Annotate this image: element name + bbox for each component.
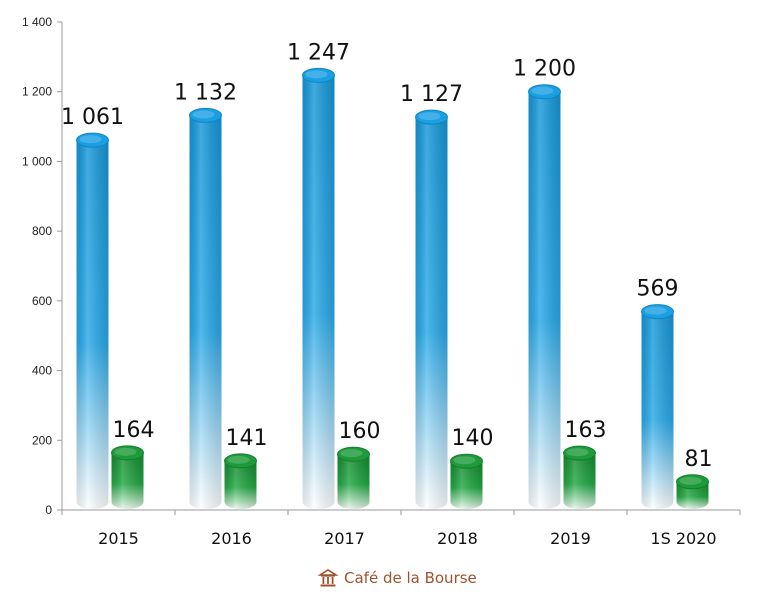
y-tick-label: 800 (32, 224, 52, 238)
x-tick-label: 2019 (550, 529, 591, 548)
bar-top-highlight (114, 447, 137, 456)
y-tick-label: 1 200 (22, 85, 52, 99)
x-tick-label: 2018 (437, 529, 478, 548)
bar-shade (415, 117, 448, 509)
bar-series-1 (76, 132, 109, 509)
y-tick-label: 1 000 (22, 154, 52, 168)
bar-shade (450, 461, 483, 509)
bourse-building-icon (318, 569, 338, 587)
bar-shade (676, 481, 709, 509)
bar-series-1 (415, 109, 448, 509)
bar-series-1 (302, 67, 335, 510)
bar-top (415, 109, 448, 125)
axes: 0 200 400 600 800 1 000 1 200 1 400 (22, 15, 741, 517)
y-tick-label: 200 (32, 433, 52, 447)
bar-shade (528, 91, 561, 509)
bar-top (189, 107, 222, 123)
x-tick-label: 2015 (98, 529, 139, 548)
data-label: 1 061 (61, 105, 124, 130)
bar-series-1 (641, 304, 674, 509)
data-label: 163 (565, 418, 607, 443)
bar-series-2 (111, 445, 144, 509)
bar-top (450, 453, 483, 469)
watermark-text: Café de la Bourse (344, 569, 477, 587)
data-label: 1 247 (287, 40, 350, 65)
bar-top (641, 304, 674, 320)
bar-top-highlight (679, 476, 702, 485)
bar-series-2 (450, 453, 483, 509)
bar-top (76, 132, 109, 148)
x-tick-label: 2016 (211, 529, 252, 548)
bar-top (528, 84, 561, 100)
bar-series-1 (189, 107, 222, 509)
data-label: 140 (452, 426, 494, 451)
bar-top-highlight (644, 306, 667, 315)
bar-series-1 (528, 84, 561, 509)
bar-top-highlight (227, 455, 250, 464)
bar-top (337, 446, 370, 462)
data-label: 164 (113, 418, 155, 443)
data-label: 141 (226, 426, 268, 451)
bar-shade (189, 115, 222, 509)
bar-shade (111, 452, 144, 509)
bar-top (563, 445, 596, 461)
labels: 2015 2016 2017 2018 2019 1S 2020 1 061 1 132 1 2… (61, 40, 717, 548)
y-tick-label: 0 (45, 503, 52, 517)
y-tick-label: 600 (32, 294, 52, 308)
bar-top-highlight (340, 449, 363, 458)
bar-top (676, 474, 709, 490)
bar-series-2 (676, 474, 709, 509)
data-label: 1 132 (174, 80, 237, 105)
bar-shade (76, 140, 109, 509)
y-tick-label: 400 (32, 364, 52, 378)
watermark: Café de la Bourse (318, 568, 477, 588)
data-label: 160 (339, 419, 381, 444)
bar-top-highlight (566, 448, 589, 457)
bar-top (224, 453, 257, 469)
bar-top (111, 445, 144, 461)
x-tick-label: 2017 (324, 529, 365, 548)
bar-shade (337, 454, 370, 509)
bar-shade (302, 75, 335, 510)
bar-shade (641, 311, 674, 509)
bar-top-highlight (192, 110, 215, 119)
bar-top-highlight (453, 456, 476, 465)
y-tick-label: 1 400 (22, 15, 52, 29)
data-label: 81 (685, 447, 713, 472)
bar-top-highlight (305, 70, 328, 79)
bar-top-highlight (531, 86, 554, 95)
bar-top-highlight (418, 112, 441, 121)
bar-top-highlight (79, 135, 102, 144)
bars (76, 67, 709, 510)
bar-shade (224, 460, 257, 509)
data-label: 569 (637, 277, 679, 302)
bar-series-2 (563, 445, 596, 509)
bar-top (302, 67, 335, 83)
bar-series-2 (337, 446, 370, 509)
x-tick-label: 1S 2020 (650, 529, 716, 548)
bar-series-2 (224, 453, 257, 509)
data-label: 1 127 (400, 82, 463, 107)
data-label: 1 200 (513, 57, 576, 82)
bar-shade (563, 453, 596, 509)
